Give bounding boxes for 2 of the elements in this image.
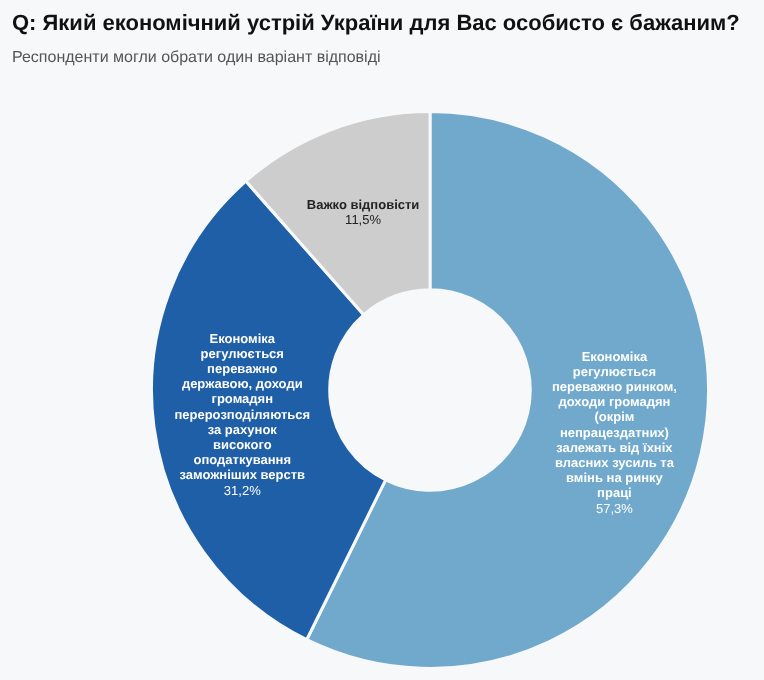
chart-subtitle: Респонденти могли обрати один варіант відповіді	[12, 48, 383, 66]
chart-title: Q: Який економічний устрій України для Вас особисто є бажаним?	[12, 12, 742, 36]
